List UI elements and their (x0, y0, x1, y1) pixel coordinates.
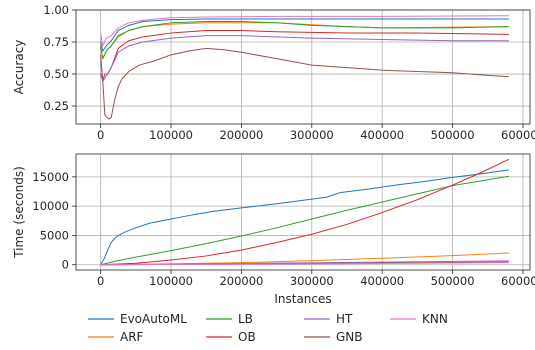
time-y-tick-label-2: 10000 (32, 199, 69, 213)
time-y-axis-label: Time (seconds) (12, 166, 26, 259)
time-x-tick-label-2: 200000 (219, 274, 263, 288)
legend-label-gnb: GNB (336, 330, 363, 344)
time-series-evoautoml (100, 169, 509, 265)
time-x-axis-label: Instances (274, 292, 331, 306)
legend-label-ht: HT (336, 312, 353, 326)
accuracy-x-tick-label-4: 400000 (360, 128, 404, 142)
time-series-ob (100, 158, 510, 266)
time-series-lb (100, 175, 509, 266)
accuracy-y-tick-label-1: 0.50 (43, 67, 69, 81)
legend-label-evoautoml: EvoAutoML (120, 312, 187, 326)
accuracy-y-tick-label-2: 0.75 (43, 35, 69, 49)
time-x-tick-label-0: 0 (97, 274, 104, 288)
accuracy-x-tick-label-5: 500000 (431, 128, 475, 142)
accuracy-x-tick-label-1: 100000 (149, 128, 193, 142)
accuracy-series-lb (100, 21, 509, 60)
accuracy-x-tick-label-0: 0 (97, 128, 104, 142)
time-x-tick-label-1: 100000 (149, 274, 193, 288)
accuracy-series-ht (100, 35, 509, 83)
legend: EvoAutoML ARF LB OB HT GNB KNN (88, 312, 448, 344)
accuracy-x-tick-label-2: 200000 (219, 128, 263, 142)
accuracy-series-gnb (100, 47, 509, 120)
time-y-tick-label-1: 5000 (40, 228, 69, 242)
legend-label-knn: KNN (422, 312, 448, 326)
time-axes-frame (75, 153, 531, 271)
time-series-knn (100, 262, 509, 266)
time-x-tick-label-3: 300000 (290, 274, 334, 288)
accuracy-y-axis-label: Accuracy (12, 40, 26, 95)
time-x-tick-label-4: 400000 (360, 274, 404, 288)
accuracy-y-tick-label-3: 1.00 (43, 3, 69, 17)
legend-label-arf: ARF (120, 330, 144, 344)
time-x-tick-label-5: 500000 (431, 274, 475, 288)
accuracy-x-tick-label-3: 300000 (290, 128, 334, 142)
legend-label-ob: OB (238, 330, 256, 344)
legend-label-lb: LB (238, 312, 253, 326)
accuracy-series-evoautoml (100, 18, 509, 52)
accuracy-series-ob (100, 29, 509, 81)
accuracy-axes-frame (75, 9, 531, 125)
accuracy-y-tick-label-0: 0.25 (43, 99, 69, 113)
time-y-tick-label-0: 0 (62, 258, 69, 272)
time-y-tick-label-3: 15000 (32, 170, 69, 184)
accuracy-series-knn (100, 15, 509, 47)
